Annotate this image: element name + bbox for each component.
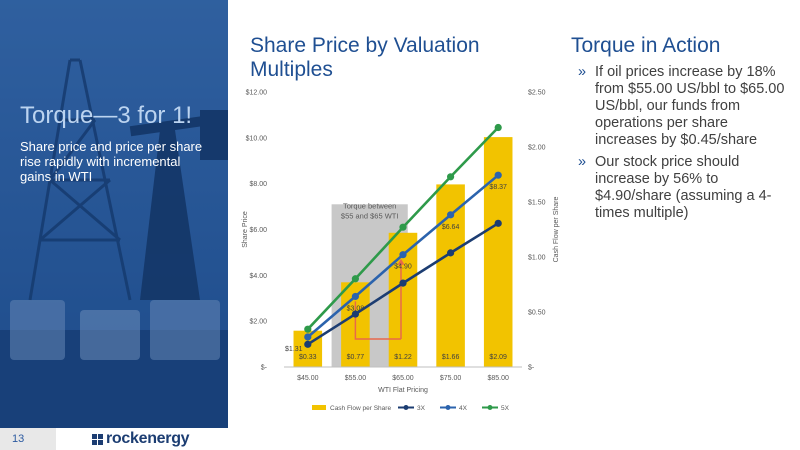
left-tick-label: $10.00 [246,135,268,142]
right-tick-label: $1.00 [528,255,546,262]
series-point-5x [447,173,455,181]
x-axis-title: WTI Flat Pricing [378,387,428,394]
series-point-5x [304,325,312,333]
bullet-item: » Our stock price should increase by 56% … [578,154,788,222]
legend-label: 5X [501,405,510,412]
right-tick-label: $2.00 [528,145,546,152]
legend-bar-swatch [312,405,326,410]
series-point-5x [494,123,502,132]
bar-value-label: $1.22 [394,354,412,361]
series-point-4x [494,171,502,179]
bar-value-label: $1.66 [442,354,460,361]
x-tick-label: $45.00 [297,375,319,382]
left-tick-label: $12.00 [246,90,268,97]
series-point-3x [399,279,407,287]
right-tick-label: $1.50 [528,200,546,207]
legend-marker-swatch [445,405,451,410]
torque-arrow-head [397,258,405,265]
series-point-label: $4.90 [394,264,412,271]
brand-logo: rockenergy [56,428,228,450]
right-title: Torque in Action [571,34,721,57]
x-tick-label: $85.00 [487,375,509,382]
y-axis-title: Share Price [242,211,249,248]
series-point-4x [351,292,359,301]
legend-label: 4X [459,405,468,412]
page-number: 13 [0,428,56,450]
series-point-3x [304,340,312,348]
legend-label: Cash Flow per Share [330,405,391,412]
cash-flow-bar [483,137,513,367]
series-point-5x [351,275,359,283]
series-point-4x [304,333,312,341]
bar-value-label: $2.09 [489,354,507,361]
torque-annotation-text: $55 and $65 WTI [341,211,399,220]
background-photo-panel: Torque—3 for 1! Share price and price pe… [0,0,228,428]
logo-mark-icon [92,434,103,445]
bullet-marker: » [578,64,587,80]
left-tick-label: $- [261,365,268,372]
bar-value-label: $0.77 [347,354,365,361]
bar-value-label: $0.33 [299,354,317,361]
left-tick-label: $8.00 [249,181,267,188]
oil-field-illustration [0,0,228,428]
legend-marker-swatch [403,405,409,410]
series-point-4x [399,251,407,259]
x-tick-label: $65.00 [392,375,414,382]
left-title: Torque—3 for 1! [20,102,193,129]
series-point-label: $6.64 [442,224,460,231]
x-tick-label: $55.00 [345,375,367,382]
bullet-item: » If oil prices increase by 18% from $55.… [578,64,788,149]
series-point-5x [399,223,407,231]
series-point-3x [447,249,455,257]
left-tick-label: $2.00 [249,319,267,326]
chart-title: Share Price by Valuation Multiples [250,34,480,81]
right-tick-label: $2.50 [528,90,546,97]
series-point-label: $3.08 [347,305,365,312]
share-price-chart: $0.33 $0.77 $1.22 $1.66 $2.09 $- $2.00 $4.00 $6.… [242,90,560,413]
legend-label: 3X [417,405,426,412]
legend-marker-swatch [487,405,493,410]
left-tick-label: $4.00 [249,273,267,280]
series-point-label: $1.31 [285,346,303,353]
series-point-4x [447,211,455,219]
right-tick-label: $- [528,365,535,372]
y2-axis-title: Cash Flow per Share [553,197,560,263]
bullet-text: Our stock price should increase by 56% t… [595,154,772,221]
brand-name: rockenergy [106,430,190,447]
x-tick-label: $75.00 [440,375,462,382]
bullet-list: » If oil prices increase by 18% from $55.… [578,64,788,227]
series-point-3x [494,219,502,227]
bullet-marker: » [578,154,587,170]
torque-annotation-text: Torque between [343,201,396,210]
series-point-3x [351,310,359,318]
right-tick-label: $0.50 [528,310,546,317]
series-point-label: $8.37 [489,184,507,191]
left-tick-label: $6.00 [249,227,267,234]
left-subtitle: Share price and price per share rise rap… [20,139,203,184]
bullet-text: If oil prices increase by 18% from $55.0… [595,64,785,148]
